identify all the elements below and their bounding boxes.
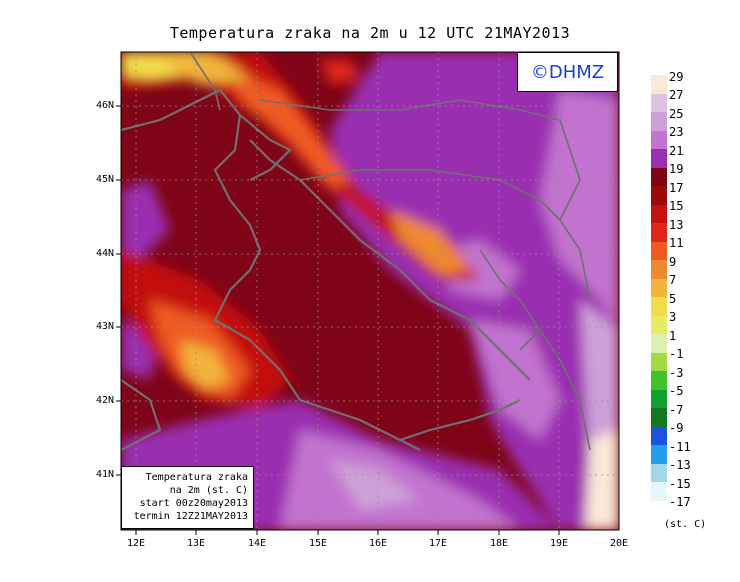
dhmz-logo: ©DHMZ xyxy=(517,52,618,92)
legend-level: 23 xyxy=(669,125,684,139)
color-legend xyxy=(651,75,667,501)
legend-swatch xyxy=(651,241,667,260)
legend-swatch xyxy=(651,297,667,316)
legend-level: 5 xyxy=(669,292,677,306)
coastlines xyxy=(121,88,531,451)
legend-level: -5 xyxy=(669,384,684,398)
legend-level: 17 xyxy=(669,181,684,195)
legend-level: 7 xyxy=(669,273,677,287)
lat-label: 44N xyxy=(95,248,114,259)
legend-level: 13 xyxy=(669,218,684,232)
legend-level: 11 xyxy=(669,236,684,250)
lat-label: 41N xyxy=(95,469,114,480)
legend-level: 15 xyxy=(669,199,684,213)
legend-swatch xyxy=(651,112,667,131)
legend-swatch xyxy=(651,408,667,427)
lon-label: 17E xyxy=(428,538,448,549)
info-line: start 00z20may2013 xyxy=(139,498,248,509)
legend-level: -1 xyxy=(669,347,684,361)
axis-ticks xyxy=(116,105,560,535)
legend-swatch xyxy=(651,334,667,353)
lat-label: 45N xyxy=(95,174,114,185)
legend-level: 27 xyxy=(669,88,684,102)
lon-label: 16E xyxy=(368,538,388,549)
legend-level: 19 xyxy=(669,162,684,176)
lon-label: 19E xyxy=(549,538,569,549)
legend-swatch xyxy=(651,260,667,279)
lon-label: 12E xyxy=(126,538,146,549)
lon-label: 18E xyxy=(489,538,509,549)
legend-level: 29 xyxy=(669,70,684,84)
info-line: Temperatura zraka xyxy=(145,472,248,483)
grid xyxy=(121,52,619,530)
legend-swatch xyxy=(651,352,667,371)
legend-level: -11 xyxy=(669,440,691,454)
legend-unit: (st. C) xyxy=(664,519,707,530)
legend-swatch xyxy=(651,315,667,334)
legend-swatch xyxy=(651,278,667,297)
legend-level: 1 xyxy=(669,329,677,343)
legend-level: 25 xyxy=(669,107,684,121)
lat-label: 43N xyxy=(95,321,114,332)
legend-level: -3 xyxy=(669,366,684,380)
legend-level: -9 xyxy=(669,421,684,435)
lat-label: 42N xyxy=(95,395,114,406)
legend-swatch xyxy=(651,167,667,186)
lon-label: 13E xyxy=(186,538,206,549)
legend-swatch xyxy=(651,482,667,501)
legend-level: -17 xyxy=(669,495,691,509)
legend-swatch xyxy=(651,426,667,445)
lon-label: 20E xyxy=(609,538,629,549)
legend-swatch xyxy=(651,371,667,390)
map-title: Temperatura zraka na 2m u 12 UTC 21MAY20… xyxy=(169,24,571,42)
legend-swatch xyxy=(651,223,667,242)
info-line: termin 12Z21MAY2013 xyxy=(133,511,248,522)
legend-swatch xyxy=(651,204,667,223)
lon-label: 15E xyxy=(308,538,328,549)
legend-swatch xyxy=(651,149,667,168)
legend-level: 3 xyxy=(669,310,677,324)
lat-label: 46N xyxy=(95,100,114,111)
legend-swatch xyxy=(651,75,667,94)
info-line: na 2m (st. C) xyxy=(169,485,248,496)
info-box: Temperatura zraka na 2m (st. C) start 00… xyxy=(121,466,254,529)
legend-swatch xyxy=(651,93,667,112)
legend-level: 21 xyxy=(669,144,684,158)
legend-level: -7 xyxy=(669,403,684,417)
map-frame xyxy=(120,51,620,531)
legend-swatch xyxy=(651,186,667,205)
borders xyxy=(189,52,591,451)
legend-swatch xyxy=(651,130,667,149)
lon-label: 14E xyxy=(247,538,267,549)
legend-swatch xyxy=(651,389,667,408)
legend-swatch xyxy=(651,445,667,464)
legend-level: 9 xyxy=(669,255,677,269)
legend-level: -15 xyxy=(669,477,691,491)
legend-level: -13 xyxy=(669,458,691,472)
legend-swatch xyxy=(651,463,667,482)
